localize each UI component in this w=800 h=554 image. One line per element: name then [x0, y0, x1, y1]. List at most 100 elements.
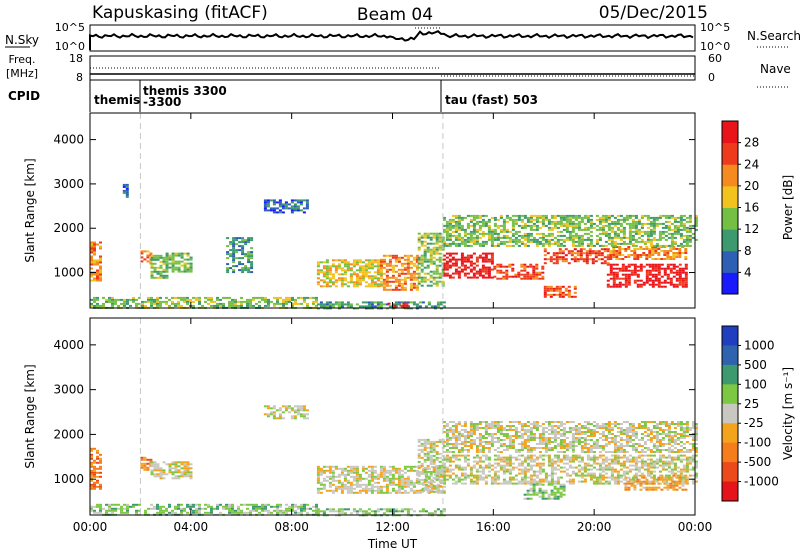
power-cell [235, 251, 239, 254]
power-cell [544, 224, 548, 227]
velocity-cell [426, 470, 430, 473]
velocity-cell [556, 476, 560, 479]
velocity-cell [90, 461, 93, 464]
velocity-cell [436, 473, 440, 476]
velocity-cell [269, 413, 273, 416]
power-cell [487, 266, 491, 269]
velocity-cell [180, 471, 184, 474]
velocity-cell [432, 460, 436, 463]
power-cell [493, 230, 497, 233]
velocity-cell [613, 451, 617, 453]
velocity-cell [448, 447, 452, 449]
power-cell [331, 273, 335, 276]
power-cell [535, 265, 539, 268]
velocity-cell [481, 466, 485, 469]
velocity-cell [484, 431, 488, 433]
power-cell [400, 262, 404, 265]
power-cell [606, 273, 610, 276]
velocity-cell [445, 466, 449, 469]
power-cell [355, 285, 359, 288]
power-cell [678, 267, 682, 270]
power-cell [670, 236, 674, 239]
power-cell [472, 242, 476, 245]
power-cell [293, 209, 297, 212]
velocity-cell [435, 468, 439, 471]
velocity-cell [616, 480, 620, 483]
velocity-cell [457, 431, 461, 433]
velocity-cell [496, 451, 500, 453]
power-cell [688, 216, 692, 219]
power-cell [615, 250, 619, 252]
power-cell [269, 199, 273, 202]
power-cell [586, 228, 590, 231]
velocity-cell [391, 465, 395, 468]
velocity-cell [553, 447, 557, 449]
power-cell [550, 216, 554, 219]
power-cell [226, 263, 230, 266]
velocity-cell [550, 480, 554, 483]
power-cell [177, 262, 181, 265]
power-cell [487, 226, 491, 229]
velocity-cell [505, 468, 509, 471]
velocity-cell [610, 437, 614, 439]
velocity-cell [607, 437, 611, 439]
power-cell [457, 244, 461, 247]
velocity-cell [305, 409, 309, 412]
velocity-cell [466, 441, 470, 443]
velocity-cell [355, 467, 359, 470]
power-cell [451, 264, 455, 267]
power-cell [627, 275, 631, 278]
velocity-cell [367, 489, 371, 492]
velocity-cell [511, 445, 515, 447]
power-cell [553, 216, 557, 219]
power-cell [125, 187, 129, 190]
velocity-cell [290, 409, 294, 412]
power-cell [481, 232, 485, 235]
velocity-cell [296, 413, 300, 416]
velocity-cell [475, 454, 479, 457]
power-cell [624, 273, 628, 276]
velocity-cell [622, 431, 626, 433]
power-cell [346, 281, 350, 284]
velocity-cell [478, 466, 482, 469]
power-cell [636, 256, 640, 258]
velocity-cell [469, 441, 473, 443]
velocity-cell [493, 476, 497, 479]
power-cell [672, 256, 676, 258]
power-cell [276, 302, 279, 305]
power-cell [445, 244, 449, 247]
power-cell [616, 220, 620, 223]
power-cell [558, 287, 562, 290]
velocity-cell [595, 425, 599, 427]
power-cell [505, 273, 509, 276]
power-cell [670, 214, 674, 217]
velocity-cell [96, 451, 99, 454]
velocity-cell [523, 425, 527, 427]
power-cell [574, 244, 578, 247]
velocity-cell [90, 449, 93, 452]
power-cell [435, 266, 439, 269]
velocity-cell [96, 449, 99, 452]
velocity-cell [430, 487, 434, 490]
velocity-cell [556, 454, 560, 457]
velocity-cell [143, 464, 147, 467]
power-cell [448, 244, 452, 247]
velocity-cell [316, 473, 320, 476]
power-cell [435, 250, 439, 253]
velocity-cell [343, 469, 347, 472]
velocity-cell [607, 441, 611, 443]
power-cell [558, 252, 562, 255]
power-cell [269, 209, 273, 212]
power-cell [183, 264, 187, 267]
power-cell [640, 238, 644, 241]
velocity-cell [376, 481, 380, 484]
power-cell [523, 222, 527, 225]
velocity-cell [417, 454, 421, 457]
velocity-cell [616, 423, 620, 425]
velocity-cell [438, 480, 442, 483]
power-ytick-label: 3000 [53, 177, 84, 191]
power-cell [442, 258, 446, 261]
power-cell [469, 262, 473, 265]
power-cell [558, 256, 562, 259]
power-cell [93, 277, 96, 280]
